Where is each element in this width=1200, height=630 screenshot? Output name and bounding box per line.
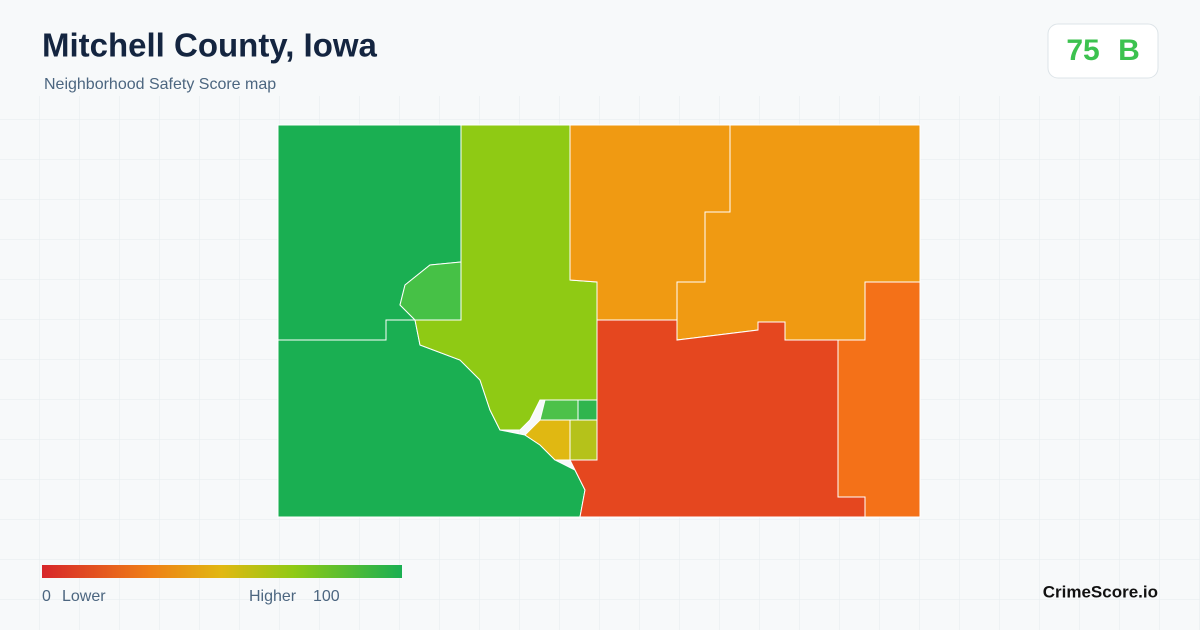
region — [569, 419, 598, 461]
subtitle: Neighborhood Safety Score map — [44, 76, 276, 93]
region — [837, 281, 921, 518]
title: Mitchell County, Iowa — [42, 27, 378, 64]
region — [577, 399, 598, 421]
legend-max: 100 — [313, 588, 340, 605]
score-badge — [1047, 23, 1159, 79]
region — [539, 399, 579, 421]
map — [277, 124, 921, 518]
legend-min: 0 — [42, 588, 51, 605]
brand: CrimeScore.io — [1043, 582, 1158, 601]
region — [569, 319, 866, 518]
grade: B — [1118, 34, 1140, 67]
legend-min-label: Lower — [62, 588, 106, 605]
score: 75 — [1066, 34, 1099, 67]
legend-bar — [42, 565, 402, 578]
legend-max-label: Higher — [249, 588, 297, 605]
